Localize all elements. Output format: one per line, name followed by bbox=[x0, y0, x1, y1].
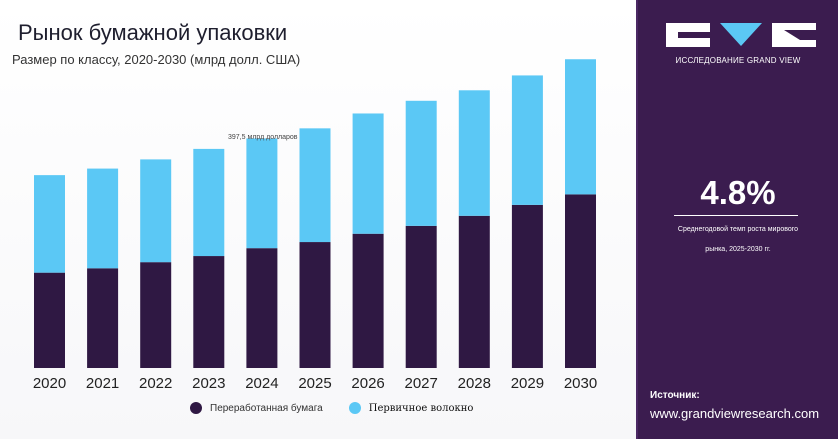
x-tick-label-2022: 2022 bbox=[139, 375, 172, 392]
bar-chart: 2020 2021 2022 2023 2024 2025 2026 2027 2028 2029… bbox=[33, 59, 597, 392]
x-tick-label-2023: 2023 bbox=[192, 375, 225, 392]
legend-item-recycled: Переработанная бумага bbox=[190, 402, 323, 414]
x-tick-label-2030: 2030 bbox=[564, 375, 597, 392]
bar-recycled-2020 bbox=[34, 272, 65, 368]
x-tick-label-2021: 2021 bbox=[86, 375, 119, 392]
bar-recycled-2024 bbox=[246, 248, 278, 368]
x-tick-label-2020: 2020 bbox=[33, 375, 66, 392]
bar-recycled-2022 bbox=[140, 262, 172, 368]
x-tick-label-2026: 2026 bbox=[351, 375, 384, 392]
bar-recycled-2030 bbox=[565, 194, 596, 368]
x-tick-label-2029: 2029 bbox=[511, 375, 544, 392]
bar-virgin-2021 bbox=[87, 168, 119, 269]
bar-virgin-2026 bbox=[352, 113, 384, 234]
x-tick-label-2028: 2028 bbox=[458, 375, 491, 392]
logo-caption: ИССЛЕДОВАНИЕ GRAND VIEW bbox=[675, 56, 801, 65]
chart-area: Рынок бумажной упаковки Размер по классу… bbox=[0, 0, 636, 439]
bar-virgin-2029 bbox=[511, 75, 543, 205]
chart-title: Рынок бумажной упаковки bbox=[18, 20, 288, 45]
legend-item-virgin: Первичное волокно bbox=[348, 402, 474, 414]
bar-virgin-2023 bbox=[193, 148, 225, 257]
legend-label-virgin: Первичное волокно bbox=[368, 402, 474, 414]
source-label: Источник: bbox=[650, 390, 700, 401]
bar-virgin-2020 bbox=[34, 175, 65, 273]
bar-recycled-2029 bbox=[511, 204, 543, 368]
bar-virgin-2030 bbox=[565, 59, 596, 195]
cagr-label-line-2: рынка, 2025-2030 гг. bbox=[705, 246, 771, 253]
annotation-label: 397,5 млрд долларов bbox=[228, 134, 298, 141]
bar-virgin-2028 bbox=[458, 90, 490, 216]
source-link[interactable]: www.grandviewresearch.com bbox=[650, 406, 820, 421]
x-tick-label-2024: 2024 bbox=[245, 375, 278, 392]
cagr-divider bbox=[674, 215, 798, 216]
legend-label-recycled: Переработанная бумага bbox=[210, 402, 323, 414]
bar-recycled-2023 bbox=[193, 256, 225, 368]
x-tick-label-2025: 2025 bbox=[298, 375, 331, 392]
bar-virgin-2025 bbox=[299, 128, 331, 243]
cagr-label-line-1: Среднегодовой темп роста мирового bbox=[677, 226, 799, 233]
legend: Переработанная бумага Первичное волокно bbox=[190, 402, 473, 414]
cagr-value: 4.8% bbox=[700, 174, 776, 211]
grand-view-logo bbox=[666, 23, 816, 47]
bar-recycled-2026 bbox=[352, 233, 384, 368]
bar-virgin-2027 bbox=[405, 100, 437, 226]
bar-recycled-2027 bbox=[405, 225, 437, 368]
chart-subtitle: Размер по классу, 2020-2030 (млрд долл. … bbox=[12, 52, 301, 67]
legend-swatch-virgin bbox=[348, 402, 361, 414]
bar-virgin-2022 bbox=[140, 159, 172, 263]
bar-virgin-2024 bbox=[246, 138, 278, 249]
x-tick-label-2027: 2027 bbox=[405, 375, 438, 392]
bar-recycled-2028 bbox=[458, 215, 490, 368]
legend-swatch-recycled bbox=[190, 402, 202, 414]
bar-recycled-2025 bbox=[299, 242, 331, 368]
sidebar-panel: ИССЛЕДОВАНИЕ GRAND VIEW 4.8% Среднегодов… bbox=[636, 0, 838, 439]
bar-recycled-2021 bbox=[87, 268, 119, 368]
